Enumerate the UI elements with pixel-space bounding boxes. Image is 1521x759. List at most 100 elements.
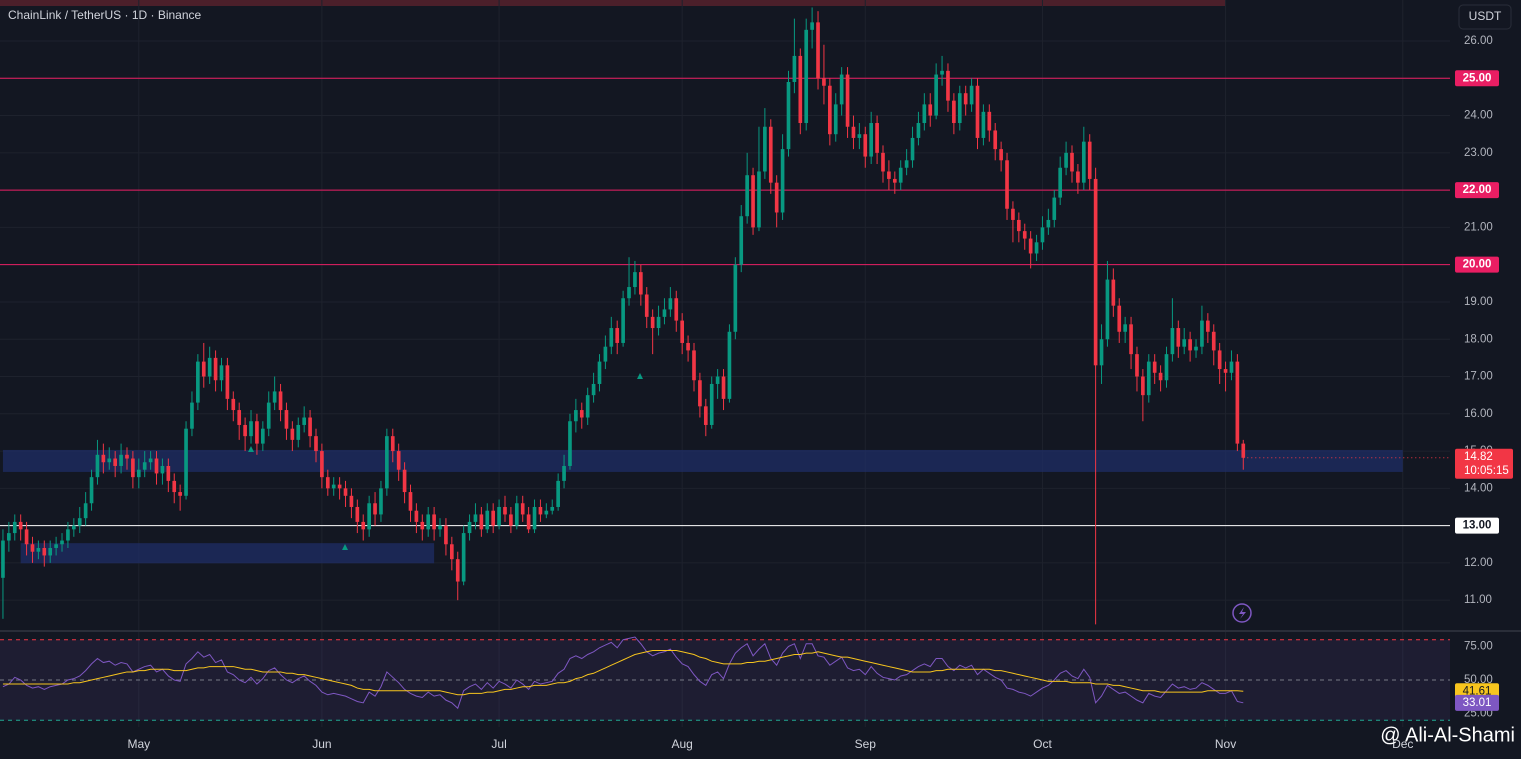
candle-body — [514, 503, 519, 526]
candle-body — [473, 514, 478, 522]
candle-body — [703, 406, 708, 425]
zones — [2, 449, 1403, 564]
candle-body — [562, 465, 566, 481]
y-tick-label: 26.00 — [1464, 35, 1493, 47]
candle-body — [272, 391, 277, 403]
candle-body — [432, 514, 436, 530]
level-label: 13.00 — [1463, 520, 1492, 532]
candle-body — [1194, 346, 1198, 351]
candle-body — [361, 521, 366, 530]
candle-body — [148, 458, 153, 463]
candle-body — [1034, 242, 1039, 254]
level-label: 20.00 — [1463, 259, 1492, 271]
candle-body — [237, 410, 242, 425]
candle-body — [503, 506, 507, 515]
rsi-tick-label: 50.00 — [1464, 674, 1493, 686]
candle-body — [898, 167, 903, 183]
candle-body — [1070, 152, 1074, 172]
candle-body — [786, 82, 791, 150]
candle-body — [727, 331, 732, 399]
candle-body — [184, 428, 188, 496]
candle-body — [438, 525, 442, 530]
candle-body — [946, 70, 950, 101]
candle-body — [402, 469, 407, 493]
y-tick-label: 19.00 — [1464, 296, 1493, 308]
candle-body — [1040, 227, 1045, 243]
alert-icon[interactable] — [1232, 603, 1252, 623]
candle-body — [1129, 324, 1133, 355]
candle-body — [1158, 372, 1163, 381]
candle-body — [916, 123, 921, 138]
candle-body — [1176, 328, 1181, 347]
x-tick-label: Aug — [671, 737, 692, 751]
candle-body — [892, 178, 897, 183]
candle-body — [975, 85, 980, 138]
candle-body — [1005, 160, 1009, 209]
candle-body — [101, 454, 106, 463]
candle-body — [538, 506, 543, 515]
candle-body — [160, 465, 165, 474]
candle-body — [668, 298, 673, 310]
candle-body — [1135, 354, 1139, 377]
candle-body — [940, 70, 944, 75]
candle-body — [450, 544, 454, 560]
candle-body — [875, 123, 879, 153]
level-tag — [1455, 70, 1499, 87]
candle-body — [71, 525, 76, 530]
candle-body — [987, 111, 992, 131]
candle-body — [1123, 324, 1127, 332]
candle-body — [1200, 320, 1204, 347]
candle-body — [201, 361, 206, 377]
candle-body — [556, 480, 560, 507]
candle-body — [1, 540, 5, 578]
candle-body — [839, 74, 844, 105]
candle-body — [1028, 238, 1033, 254]
rsi-value-label: 33.01 — [1463, 697, 1492, 709]
candle-body — [190, 402, 194, 429]
candle-body — [231, 398, 236, 411]
level-label: 25.00 — [1463, 72, 1492, 84]
candle-body — [196, 361, 200, 403]
candle-body — [1229, 361, 1234, 373]
candle-body — [414, 510, 419, 522]
candle-body — [243, 424, 247, 437]
candle-body — [520, 503, 525, 515]
candle-body — [532, 506, 537, 530]
candle-body — [1046, 219, 1051, 228]
candle-body — [857, 134, 862, 138]
candle-body — [544, 510, 549, 515]
candle-body — [278, 391, 283, 411]
candle-body — [662, 309, 667, 317]
candle-body — [479, 514, 484, 530]
candle-body — [816, 22, 820, 79]
currency-button[interactable] — [1458, 4, 1512, 30]
candle-body — [349, 495, 354, 507]
candle-body — [1058, 167, 1063, 198]
candle-body — [644, 294, 649, 317]
candle-body — [337, 484, 342, 489]
candle-body — [1170, 328, 1175, 355]
candle-body — [367, 503, 371, 530]
candle-body — [125, 454, 129, 459]
candle-body — [828, 85, 832, 135]
candle-body — [715, 376, 720, 384]
levels — [0, 77, 1450, 527]
x-tick-label: Dec — [1392, 737, 1413, 751]
candle-body — [952, 100, 956, 124]
candle-body — [1081, 141, 1086, 183]
rsi-value-tag — [1455, 694, 1499, 711]
candle-body — [325, 477, 330, 489]
candle-body — [408, 492, 413, 511]
candle-body — [550, 506, 555, 511]
candle-body — [95, 454, 100, 478]
candle-body — [692, 350, 696, 381]
candle-body — [385, 436, 389, 489]
candle-body — [763, 126, 767, 172]
candle-body — [154, 458, 159, 474]
level-label: 22.00 — [1463, 184, 1492, 196]
candle-body — [591, 383, 596, 396]
candle-body — [698, 380, 702, 407]
candle-body — [963, 93, 968, 105]
candle-body — [30, 544, 35, 552]
